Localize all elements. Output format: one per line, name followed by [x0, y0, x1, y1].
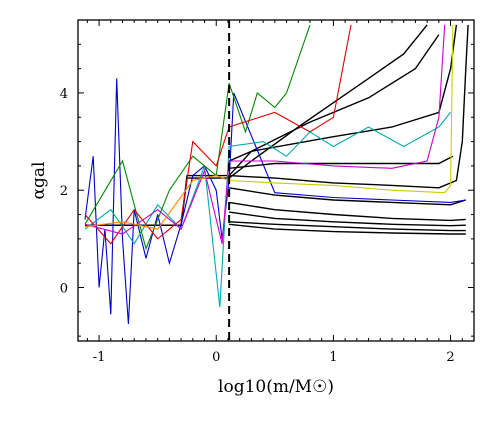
series-line-14: [84, 24, 352, 245]
x-tick-label: 0: [212, 350, 220, 365]
series-line-15: [84, 24, 446, 244]
series-line-5: [229, 24, 469, 189]
series-line-12: [84, 112, 452, 308]
series-line-3: [228, 24, 458, 162]
series-line-8: [229, 211, 466, 227]
x-tick-label: 1: [329, 350, 337, 365]
series-line-11: [84, 78, 466, 325]
series-line-1: [85, 24, 428, 226]
y-tick-label: 0: [60, 282, 68, 297]
series-line-4: [229, 155, 454, 169]
y-tick-label: 2: [60, 184, 68, 199]
series-line-9: [229, 221, 466, 232]
y-tick-label: 4: [60, 87, 68, 102]
x-axis-label: log10(m/M☉): [218, 377, 334, 397]
plot-frame: [77, 19, 475, 342]
series-line-6: [228, 187, 467, 206]
x-tick-label: 2: [446, 350, 454, 365]
series-line-13: [84, 24, 311, 251]
x-tick-label: -1: [93, 350, 106, 365]
series-line-2: [85, 34, 440, 226]
series-line-17: [84, 175, 230, 230]
series-line-16: [229, 24, 454, 194]
y-axis-label: αgal: [29, 162, 49, 200]
series-line-10: [229, 223, 466, 235]
series-line-7: [228, 201, 466, 222]
